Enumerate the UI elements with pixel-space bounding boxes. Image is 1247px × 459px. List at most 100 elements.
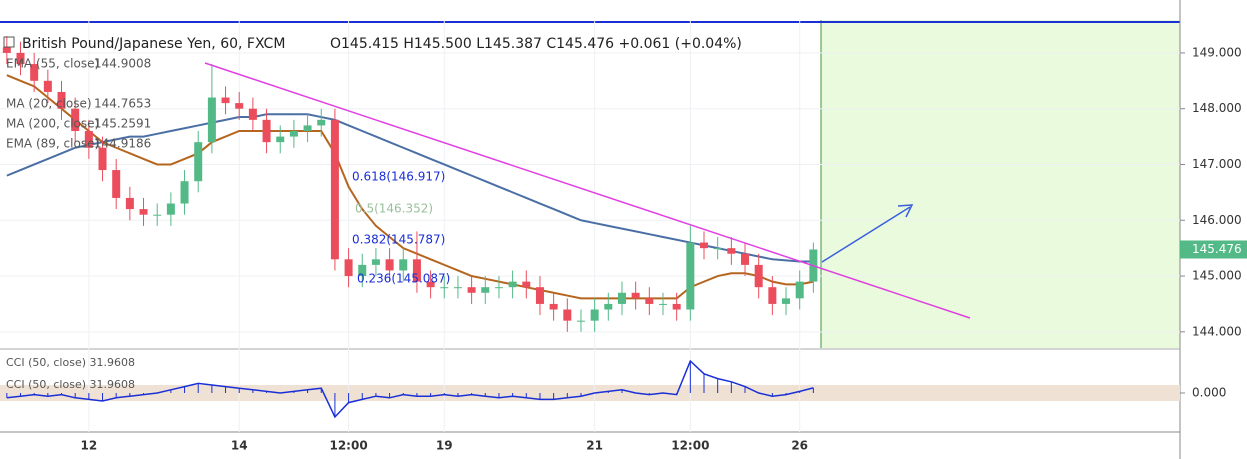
arrow-head [897,204,914,218]
candle-body [71,108,80,132]
x-tick-label: 14 [231,439,248,453]
candle-body [768,287,777,304]
candle-body [412,259,421,282]
candle-body [276,136,285,143]
candle-body [57,91,66,109]
fib-label: 0.618(146.917) [352,170,445,184]
cci-line [6,359,814,419]
candle-body [576,320,585,322]
chart-title: British Pound/Japanese Yen, 60, FXCM [22,36,285,52]
legend-value: 144.9008 [94,57,151,71]
candle-body [563,309,572,321]
candle-body [440,287,449,289]
candle-body [194,142,203,182]
legend-value: 144.7653 [94,97,151,111]
candle-body [248,108,257,120]
candle-body [508,281,517,288]
candle-body [399,259,408,271]
candle-body [453,287,462,289]
fib-label: 0.382(145.787) [352,233,445,247]
candle-body [549,303,558,310]
y-tick-label: 145.000 [1192,269,1242,283]
legend-value: 145.2591 [94,117,151,131]
candle-body [672,303,681,310]
cci-band [0,385,1180,401]
candle-body [481,287,490,293]
candle-body [358,264,367,277]
candle-body [795,281,804,299]
candle-body [645,298,654,304]
legend-name: EMA (55, close) [6,57,99,71]
candle-body [631,292,640,299]
candle-body [16,52,25,65]
candle-body [741,253,750,265]
candle-body [782,298,791,304]
legend-name: MA (200, close) [6,117,99,131]
candle-body [330,119,339,260]
candle-body [604,303,613,310]
candle-body [139,209,148,215]
candle-body [262,119,271,143]
candle-body [153,214,162,216]
indicator-line [6,113,814,263]
candle-body [700,242,709,249]
y-tick-label: 148.000 [1192,101,1242,115]
candle-body [467,287,476,293]
candle-body [754,264,763,288]
candle-body [686,242,695,310]
candle-body [43,80,52,92]
candle-body [303,125,312,132]
candle-body [713,248,722,250]
x-tick-label: 26 [791,439,808,453]
candle-body [727,248,736,254]
candle-body [84,131,93,148]
legend-name: MA (20, close) [6,97,92,111]
y-tick-label: 144.000 [1192,324,1242,338]
x-tick-label: 12:00 [329,439,367,453]
candle-body [289,131,298,137]
candle-body [166,203,175,215]
candle-body [180,181,189,204]
ohlc-text: O145.415 H145.500 L145.387 C145.476 +0.0… [330,36,742,52]
cci-legend: CCI (50, close) 31.9608 [6,356,135,369]
y-tick-label: 147.000 [1192,157,1242,171]
candle-body [426,281,435,288]
legend-value: 144.9186 [94,137,151,151]
candle-body [207,97,216,143]
candle-body [522,281,531,288]
last-price-box [1180,240,1247,259]
fib-label: 0.236(145.087) [357,272,450,286]
last-price-label: 145.476 [1192,242,1242,256]
candle-body [30,64,39,81]
candle-body [235,103,244,109]
y-tick-label: 149.000 [1192,45,1242,59]
x-tick-label: 12:00 [671,439,709,453]
candle-body [98,147,107,171]
cci-legend: CCI (50, close) 31.9608 [6,378,135,391]
indicator-line [6,74,814,300]
candle-body [2,47,11,53]
candle-body [494,287,503,289]
candle-body [317,119,326,126]
x-tick-label: 21 [586,439,603,453]
candle-body [535,287,544,304]
candle-body [221,97,230,104]
target-zone [821,20,1180,348]
fib-label: 0.5(146.352) [355,202,433,216]
candle-body [344,259,353,277]
candle-body [658,303,667,305]
trend-line [204,62,971,319]
y-tick-label: 146.000 [1192,213,1242,227]
candle-body [617,292,626,304]
legend-name: EMA (89, close) [6,137,99,151]
candle-body [112,170,121,198]
candle-body [590,309,599,321]
candle-body [125,197,134,210]
arrow-line [821,206,911,263]
collapse-icon[interactable] [3,36,15,48]
candle-body [371,259,380,265]
x-tick-label: 12 [81,439,98,453]
x-tick-label: 19 [436,439,453,453]
y-tick-label: 0.000 [1192,386,1226,400]
